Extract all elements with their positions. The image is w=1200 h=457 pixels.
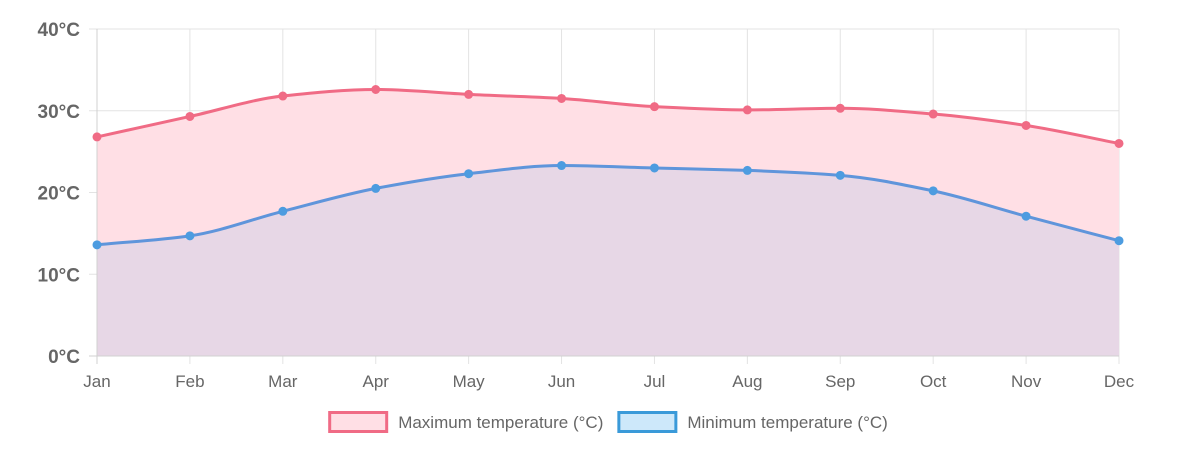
series-line-max (96, 88, 1120, 145)
data-point-max (1021, 120, 1031, 130)
x-tick-label: Mar (268, 372, 298, 391)
data-point-min (835, 170, 845, 180)
data-point-max (464, 89, 474, 99)
x-tick-label: Nov (1011, 372, 1042, 391)
series-line-min (96, 164, 1120, 247)
x-tick-label: Aug (732, 372, 762, 391)
y-tick-label: 40°C (38, 20, 81, 41)
legend-label-max: Maximum temperature (°C) (398, 413, 603, 432)
data-point-min (1114, 236, 1124, 246)
data-point-max (1114, 138, 1124, 148)
series-lines (96, 88, 1120, 247)
data-point-max (557, 93, 567, 103)
y-axis-tick-labels: 0°C 10°C 20°C 30°C 40°C (38, 20, 81, 368)
data-point-min (649, 163, 659, 173)
x-axis-tick-labels: Jan Feb Mar Apr May Jun Jul Aug Sep Oct Nov Dec (83, 372, 1134, 391)
y-tick-label: 30°C (38, 102, 81, 123)
series-area-min (97, 165, 1119, 356)
data-point-max (371, 84, 381, 94)
data-point-max (649, 102, 659, 112)
data-point-min (742, 165, 752, 175)
data-point-max (92, 132, 102, 142)
y-tick-label: 20°C (38, 184, 81, 205)
data-point-max (835, 103, 845, 113)
legend-label-min: Minimum temperature (°C) (687, 413, 887, 432)
axes (89, 29, 1119, 364)
data-point-min (278, 206, 288, 216)
data-point-min (1021, 211, 1031, 221)
x-tick-label: Jul (644, 372, 666, 391)
data-point-min (92, 240, 102, 250)
series-areas (97, 89, 1119, 356)
legend-swatch-max (328, 411, 389, 433)
x-tick-label: Apr (362, 372, 389, 391)
legend: Maximum temperature (°C) Minimum temperat… (328, 411, 888, 433)
x-tick-label: Jan (83, 372, 110, 391)
data-point-min (928, 186, 938, 196)
data-point-max (185, 111, 195, 121)
data-point-max (278, 91, 288, 101)
series-area-max (97, 89, 1119, 356)
legend-swatch-min (617, 411, 678, 433)
x-tick-label: Jun (548, 372, 575, 391)
data-point-min (464, 169, 474, 179)
y-tick-label: 0°C (48, 347, 80, 368)
series-points (92, 84, 1124, 250)
x-tick-label: Feb (175, 372, 204, 391)
x-tick-label: Oct (920, 372, 947, 391)
x-tick-label: May (453, 372, 486, 391)
data-point-min (557, 161, 567, 171)
y-tick-label: 10°C (38, 265, 81, 286)
data-point-max (928, 109, 938, 119)
x-tick-label: Dec (1104, 372, 1135, 391)
data-point-max (742, 105, 752, 115)
x-tick-label: Sep (825, 372, 855, 391)
data-point-min (371, 183, 381, 193)
data-point-min (185, 231, 195, 241)
